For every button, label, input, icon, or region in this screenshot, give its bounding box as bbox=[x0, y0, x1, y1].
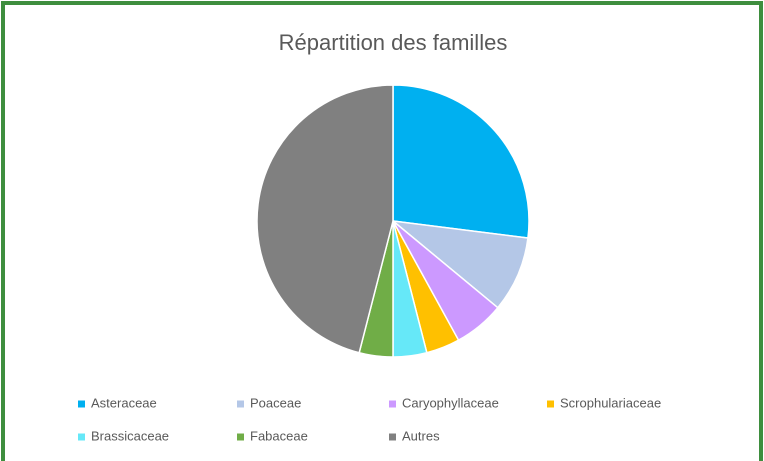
legend-swatch bbox=[389, 400, 396, 408]
legend-label: Asteraceae bbox=[91, 395, 157, 410]
legend-swatch bbox=[547, 400, 554, 408]
legend-swatch bbox=[78, 400, 85, 408]
legend-label: Caryophyllaceae bbox=[402, 395, 499, 410]
chart-title: Répartition des familles bbox=[279, 30, 508, 55]
legend-swatch bbox=[389, 433, 396, 441]
legend-swatch bbox=[78, 433, 85, 441]
legend-label: Autres bbox=[402, 428, 440, 443]
pie-slice bbox=[256, 84, 394, 354]
legend-swatch bbox=[237, 400, 244, 408]
legend-label: Brassicaceae bbox=[91, 428, 169, 443]
pie-slice bbox=[392, 84, 530, 239]
legend-label: Poaceae bbox=[250, 395, 301, 410]
legend-swatch bbox=[237, 433, 244, 441]
legend-label: Fabaceae bbox=[250, 428, 308, 443]
legend-label: Scrophulariaceae bbox=[560, 395, 661, 410]
